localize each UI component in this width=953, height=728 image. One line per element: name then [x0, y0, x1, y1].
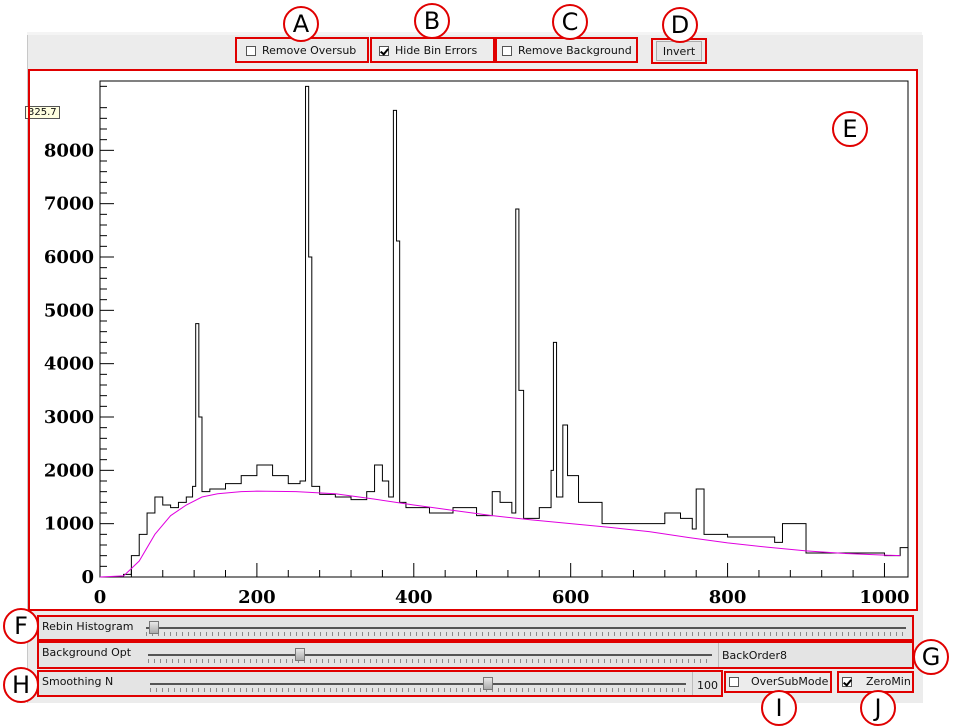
histogram-series: [100, 85, 909, 578]
callout-c: C: [552, 4, 588, 40]
y-tick-label: 8000: [44, 140, 94, 161]
checkbox-box-checked[interactable]: [379, 45, 389, 56]
window-top-strip: [27, 32, 922, 36]
callout-d: D: [662, 7, 698, 43]
x-tick-label: 1000: [859, 587, 909, 608]
highlight-box-b: [370, 37, 495, 63]
remove-oversub-checkbox[interactable]: Remove Oversub: [246, 44, 356, 57]
y-tick-label: 3000: [44, 407, 94, 428]
x-tick-label: 0: [94, 587, 107, 608]
remove-background-checkbox[interactable]: Remove Background: [502, 44, 632, 57]
readout-divider: [692, 672, 693, 695]
highlight-box-c: [495, 37, 638, 63]
y-tick-label: 7000: [44, 194, 94, 215]
rebin-slider-thumb[interactable]: [148, 621, 159, 634]
callout-b: B: [414, 3, 450, 39]
callout-i: I: [761, 690, 797, 726]
smoothing-slider-thumb[interactable]: [482, 677, 493, 690]
callout-g: G: [913, 639, 949, 675]
checkbox-box[interactable]: [246, 45, 256, 56]
x-tick-label: 200: [238, 587, 276, 608]
callout-h: H: [3, 667, 39, 703]
x-tick-label: 400: [395, 587, 433, 608]
background-curve-series: [99, 490, 901, 578]
rebin-slider-track[interactable]: [146, 627, 906, 629]
y-tick-label: 6000: [44, 247, 94, 268]
oversubmode-checkbox[interactable]: OverSubMode: [729, 675, 828, 688]
background-opt-readout: BackOrder8: [722, 649, 787, 662]
smoothing-slider-track[interactable]: [150, 683, 686, 685]
smoothing-n-readout: 100: [697, 679, 718, 692]
checkbox-box-checked[interactable]: [842, 676, 852, 687]
callout-j: J: [860, 690, 896, 726]
oversubmode-label: OverSubMode: [751, 675, 829, 688]
remove-background-label: Remove Background: [518, 44, 632, 57]
background-slider-track[interactable]: [148, 654, 712, 656]
rebin-histogram-control: Rebin Histogram: [38, 617, 912, 639]
callout-a: A: [283, 6, 319, 42]
background-opt-control: Background Opt BackOrder8: [38, 643, 912, 667]
invert-button[interactable]: Invert: [656, 41, 702, 61]
smoothing-n-label: Smoothing N: [42, 675, 114, 688]
histogram-plot[interactable]: 0 1000 2000 3000 4000 5000 6000 7000 8000 0 200 40…: [30, 71, 916, 609]
zeromin-checkbox[interactable]: ZeroMin: [842, 675, 911, 688]
x-tick-label: 600: [552, 587, 590, 608]
highlight-box-f: [37, 615, 914, 641]
background-opt-label: Background Opt: [42, 646, 132, 659]
y-tick-label: 1000: [44, 514, 94, 535]
highlight-box-g: [37, 641, 914, 669]
y-tick-label: 5000: [44, 300, 94, 321]
highlight-box-h: [37, 670, 723, 697]
value-tooltip: 325.7: [25, 106, 60, 119]
readout-divider: [718, 643, 719, 667]
smoothing-n-control: Smoothing N 100: [38, 672, 721, 695]
hide-bin-errors-checkbox[interactable]: Hide Bin Errors: [379, 44, 477, 57]
checkbox-box[interactable]: [502, 45, 512, 56]
background-slider-ticks: [148, 659, 712, 663]
hide-bin-errors-label: Hide Bin Errors: [395, 44, 478, 57]
rebin-slider-ticks: [146, 632, 906, 636]
y-tick-label: 0: [81, 567, 94, 588]
y-tick-label: 2000: [44, 460, 94, 481]
callout-e: E: [832, 111, 868, 147]
plot-frame: [99, 80, 909, 578]
histogram-chart: 0 1000 2000 3000 4000 5000 6000 7000 8000 0 200 40…: [44, 80, 910, 608]
zeromin-label: ZeroMin: [866, 675, 911, 688]
callout-f: F: [3, 608, 39, 644]
y-tick-label: 4000: [44, 354, 94, 375]
remove-oversub-label: Remove Oversub: [262, 44, 357, 57]
background-slider-thumb[interactable]: [295, 648, 306, 661]
rebin-histogram-label: Rebin Histogram: [42, 620, 134, 633]
checkbox-box[interactable]: [729, 676, 739, 687]
smoothing-slider-ticks: [150, 688, 686, 692]
highlight-box-e: [28, 69, 918, 611]
x-tick-label: 800: [709, 587, 747, 608]
